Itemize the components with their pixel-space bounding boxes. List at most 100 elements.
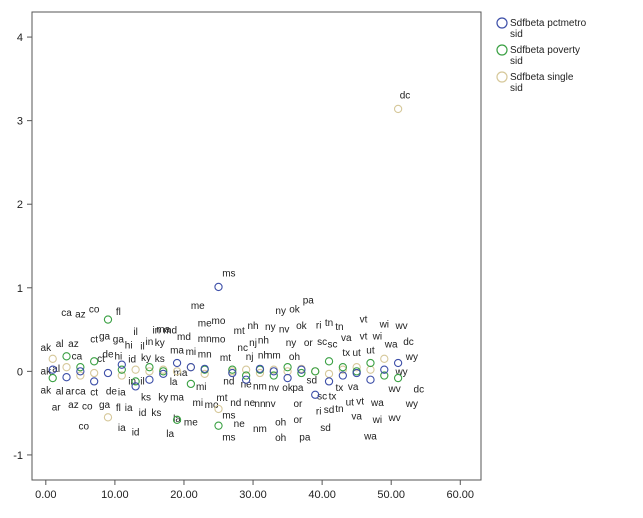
data-point (214, 282, 223, 292)
point-label: ks (151, 408, 161, 419)
y-tick-label: 1 (17, 283, 23, 295)
x-tick-label: 30.00 (239, 489, 267, 501)
y-tick-label: 2 (17, 199, 23, 211)
point-label: ak (41, 386, 53, 397)
data-point (62, 373, 71, 382)
data-point (131, 377, 140, 386)
data-point (200, 364, 209, 373)
point-label: or (293, 399, 303, 410)
point-label: ms (222, 269, 235, 280)
data-point (366, 375, 375, 384)
point-label: md (163, 325, 177, 336)
data-point (159, 369, 168, 379)
point-label: ny (286, 338, 297, 349)
point-label: ga (99, 331, 111, 342)
point-label: vt (360, 331, 368, 342)
point-label: wy (405, 399, 418, 410)
point-label: nv (268, 383, 279, 394)
point-label: il (140, 376, 144, 387)
data-point (311, 367, 320, 376)
point-label: ct (90, 335, 98, 346)
point-label: va (341, 333, 352, 344)
point-label: nc (237, 343, 248, 354)
point-label: ct (97, 354, 105, 365)
data-point (131, 365, 140, 374)
point-label: sc (317, 337, 327, 348)
data-point (90, 377, 99, 386)
point-label: ut (352, 348, 361, 359)
point-label: ok (282, 383, 294, 394)
point-label: ia (118, 423, 126, 434)
point-label: ri (316, 406, 322, 417)
point-label: ak (41, 343, 53, 354)
point-label: ok (296, 321, 308, 332)
point-label: nv (279, 325, 290, 336)
data-point (297, 368, 306, 378)
point-label: al (56, 339, 64, 350)
point-label: va (348, 382, 359, 393)
point-label: ak (41, 366, 53, 377)
point-label: ky (141, 353, 151, 364)
data-point (283, 363, 292, 372)
data-point (62, 363, 71, 372)
point-label: wy (394, 367, 407, 378)
point-label: la (173, 414, 181, 425)
point-label: nd (230, 398, 241, 409)
point-label: tx (342, 348, 350, 359)
point-label: al (56, 386, 64, 397)
point-label: sd (306, 376, 317, 387)
point-label: la (170, 377, 178, 388)
point-label: me (191, 301, 205, 312)
point-label: pa (303, 295, 315, 306)
data-point (393, 104, 403, 114)
point-label: wv (388, 384, 401, 395)
data-point (76, 363, 85, 372)
plot-area (31, 11, 482, 481)
point-label: ga (99, 400, 111, 411)
point-label: sc (317, 391, 327, 402)
data-point (103, 315, 113, 324)
point-label: ne (234, 419, 246, 430)
point-label: ca (75, 386, 86, 397)
data-point (214, 421, 223, 430)
data-point (117, 360, 126, 369)
legend-label: sid (510, 56, 523, 67)
y-tick-label: -1 (13, 450, 23, 462)
point-label: ny (265, 322, 276, 333)
data-point (269, 371, 278, 380)
x-tick-label: 20.00 (170, 489, 198, 501)
point-label: hi (114, 351, 122, 362)
point-label: ar (52, 402, 62, 413)
data-point (186, 379, 196, 389)
point-label: ks (155, 354, 165, 365)
point-label: ne (244, 398, 256, 409)
point-label: co (79, 422, 90, 433)
point-label: or (293, 415, 303, 426)
point-label: tx (329, 391, 337, 402)
point-label: mn (198, 350, 212, 361)
data-point (338, 371, 347, 380)
data-point (324, 357, 334, 366)
data-point (200, 369, 209, 379)
data-point (255, 368, 265, 378)
point-label: oh (275, 433, 286, 444)
point-label: or (304, 338, 314, 349)
data-point (131, 382, 140, 391)
point-label: mi (186, 347, 197, 358)
point-label: ma (170, 392, 184, 403)
point-label: pa (292, 383, 304, 394)
point-label: ma (174, 368, 188, 379)
point-label: dc (414, 385, 425, 396)
point-label: wa (384, 340, 398, 351)
point-label: ma (156, 325, 170, 336)
point-label: oh (289, 352, 300, 363)
data-point (172, 415, 182, 424)
point-label: ri (316, 320, 322, 331)
point-label: vt (360, 315, 368, 326)
point-label: wv (388, 413, 401, 424)
x-tick-label: 0.00 (35, 489, 56, 501)
y-tick-label: 4 (17, 32, 23, 44)
point-label: nm (253, 424, 267, 435)
data-point (255, 364, 265, 373)
